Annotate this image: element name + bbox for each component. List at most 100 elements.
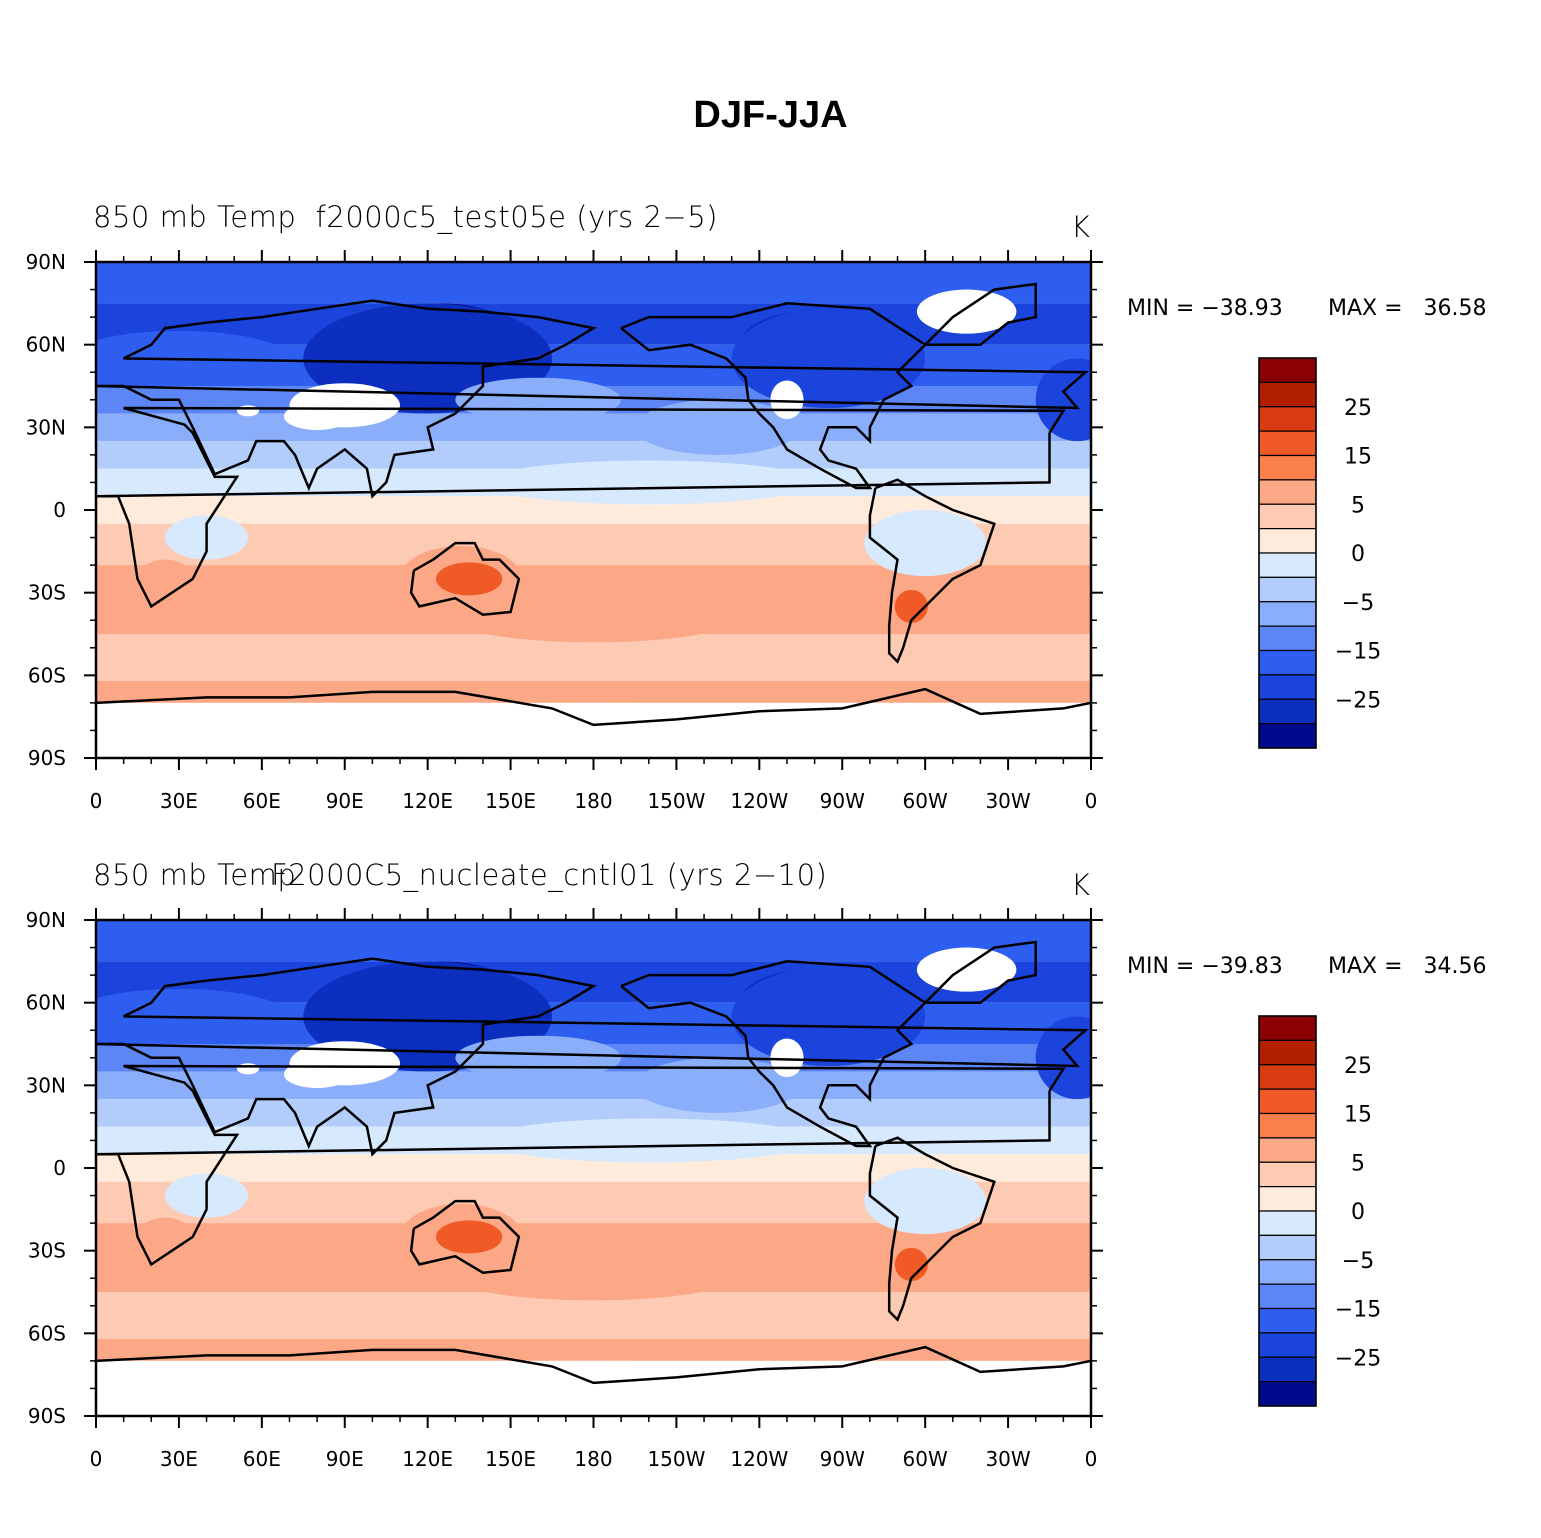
lon-tick-label: 120W xyxy=(730,789,788,813)
lat-tick-label: 0 xyxy=(53,1156,66,1180)
missing-region xyxy=(236,1063,260,1075)
max-label: MAX = 36.58 xyxy=(1328,296,1487,321)
temp-region xyxy=(864,510,986,577)
lon-tick-label: 0 xyxy=(90,789,103,813)
coastline xyxy=(620,960,928,1148)
colorbar-box xyxy=(1258,1356,1317,1383)
lat-tick-label: 30N xyxy=(26,1073,66,1097)
lat-tick-label: 60S xyxy=(28,663,66,687)
lon-tick-label: 60W xyxy=(903,789,948,813)
colorbar-label: −25 xyxy=(1335,1346,1381,1371)
coastline xyxy=(96,1064,1066,1267)
coastline xyxy=(96,957,1089,1157)
colorbar-box xyxy=(1258,723,1317,749)
temp-region xyxy=(261,1256,483,1290)
colorbar-label: −25 xyxy=(1335,688,1381,713)
lon-tick-label: 120E xyxy=(402,789,453,813)
temp-band xyxy=(96,1071,1091,1100)
lat-tick-label: 30S xyxy=(28,1239,66,1263)
temperature-map: 90N 60N 30N 0 30S 60S 90S 0 30E 60E 90E 120E 150E 180… xyxy=(26,250,1381,813)
coastline xyxy=(96,1345,1091,1385)
units-label: K xyxy=(1071,210,1091,244)
colorbar-box xyxy=(1258,1332,1317,1358)
temp-region xyxy=(455,1035,622,1080)
colorbar-box xyxy=(1258,625,1317,652)
max-label: MAX = 34.56 xyxy=(1328,954,1487,979)
colorbar-label: 0 xyxy=(1351,542,1365,567)
temp-band xyxy=(96,262,1091,304)
temp-region xyxy=(435,1220,503,1254)
lon-tick-label: 30W xyxy=(985,1447,1030,1471)
map-field xyxy=(96,262,1091,758)
lat-tick-label: 60N xyxy=(26,991,66,1015)
temp-region xyxy=(435,562,503,596)
colorbar-label: 15 xyxy=(1344,445,1372,470)
colorbar-label: 25 xyxy=(1344,396,1372,421)
temperature-map: 90N 60N 30N 0 30S 60S 90S 0 30E 60E 90E 120E 150E 180… xyxy=(26,908,1381,1471)
colorbar-box xyxy=(1258,406,1317,432)
temp-region xyxy=(455,377,622,422)
units-label: K xyxy=(1071,868,1091,902)
lat-tick-label: 30N xyxy=(26,415,66,439)
missing-region xyxy=(96,1360,1091,1416)
colorbar-label: 15 xyxy=(1344,1103,1372,1128)
missing-region xyxy=(916,289,1017,334)
lon-tick-label: 180 xyxy=(574,1447,612,1471)
missing-region xyxy=(283,1060,351,1089)
map-panel-top: 850 mb Temp f2000c5_test05e (yrs 2−5) K … xyxy=(0,0,1541,813)
lon-tick-label: 150E xyxy=(485,789,536,813)
lon-tick-label: 120W xyxy=(730,1447,788,1471)
lon-tick-label: 180 xyxy=(574,789,612,813)
lon-tick-label: 0 xyxy=(1085,789,1098,813)
lon-tick-label: 60W xyxy=(903,1447,948,1471)
colorbar-label: 25 xyxy=(1344,1054,1372,1079)
missing-region xyxy=(236,405,260,417)
colorbar-box xyxy=(1258,503,1317,530)
missing-region xyxy=(283,402,351,431)
colorbar-box xyxy=(1258,601,1317,627)
colorbar-box xyxy=(1258,1259,1317,1285)
lon-tick-label: 90W xyxy=(820,1447,865,1471)
coastline xyxy=(924,940,1037,1004)
coastline xyxy=(924,282,1037,346)
lat-tick-label: 60S xyxy=(28,1321,66,1345)
colorbar-label: −5 xyxy=(1342,1249,1374,1274)
lon-tick-label: 150E xyxy=(485,1447,536,1471)
colorbar-label: −15 xyxy=(1335,1298,1381,1323)
lon-tick-label: 30W xyxy=(985,789,1030,813)
colorbar-box xyxy=(1258,1210,1317,1236)
temp-band xyxy=(96,920,1091,962)
colorbar-label: 0 xyxy=(1351,1200,1365,1225)
colorbar-box xyxy=(1258,381,1317,408)
coastline xyxy=(868,478,996,664)
lat-tick-label: 90N xyxy=(26,250,66,274)
colorbar-label: −15 xyxy=(1335,640,1381,665)
coastline xyxy=(96,299,1089,499)
missing-region xyxy=(916,947,1017,992)
temp-region xyxy=(261,598,483,632)
colorbar-label: 5 xyxy=(1351,1151,1365,1176)
lat-tick-label: 90N xyxy=(26,908,66,932)
colorbar-box xyxy=(1258,576,1317,603)
lon-tick-label: 0 xyxy=(90,1447,103,1471)
min-label: MIN = −38.93 xyxy=(1127,296,1283,321)
colorbar-box xyxy=(1258,1039,1317,1066)
panel-title: 850 mb Temp f2000c5_test05e (yrs 2−5) xyxy=(93,200,718,234)
coastline xyxy=(620,302,928,490)
colorbar-box xyxy=(1258,1015,1317,1041)
lon-tick-label: 150W xyxy=(647,789,705,813)
lon-tick-label: 0 xyxy=(1085,1447,1098,1471)
panel-title: F2000C5_nucleate_cntl01 (yrs 2−10) xyxy=(271,858,828,892)
lat-tick-label: 30S xyxy=(28,581,66,605)
coastline xyxy=(409,1199,521,1274)
coastline xyxy=(96,687,1091,727)
temp-band xyxy=(96,1338,1091,1361)
lon-tick-label: 90E xyxy=(326,1447,364,1471)
colorbar-box xyxy=(1258,1088,1317,1115)
colorbar-box xyxy=(1258,1186,1317,1212)
lon-tick-label: 60E xyxy=(243,1447,281,1471)
coastline xyxy=(409,541,521,616)
colorbar-box xyxy=(1258,1112,1317,1139)
colorbar-box xyxy=(1258,1234,1317,1261)
colorbar-box xyxy=(1258,357,1317,383)
